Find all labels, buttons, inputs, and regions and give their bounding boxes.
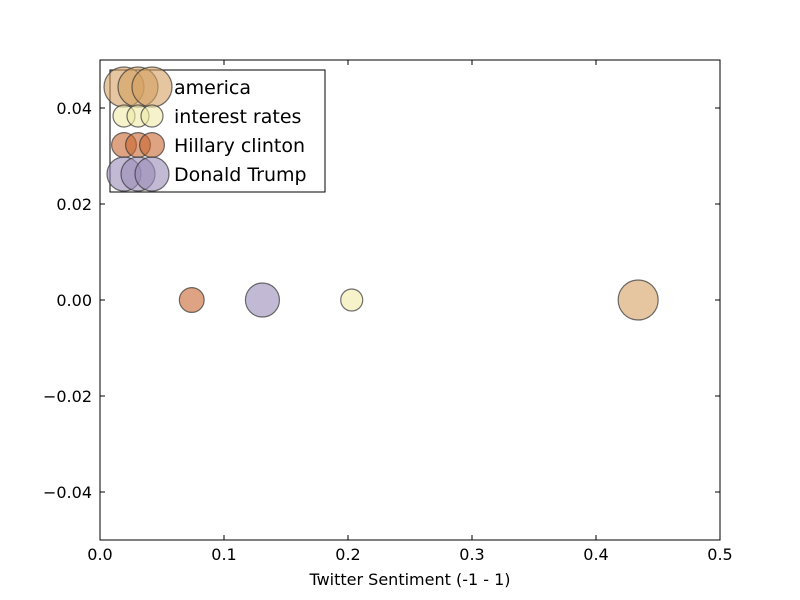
legend-label-3: Donald Trump — [174, 164, 307, 186]
legend-label-2: Hillary clinton — [174, 135, 305, 157]
point-1-0 — [340, 288, 364, 312]
y-tick-label-2: 0.00 — [56, 291, 92, 310]
legend-label-1: interest rates — [174, 106, 301, 128]
x-tick-label-4: 0.4 — [583, 545, 608, 564]
marks-layer — [178, 279, 659, 321]
x-tick-label-2: 0.2 — [335, 545, 360, 564]
x-tick-label-3: 0.3 — [459, 545, 484, 564]
x-tick-label-1: 0.1 — [211, 545, 236, 564]
legend-marker-2-2 — [139, 132, 166, 159]
x-axis-label: Twitter Sentiment (-1 - 1) — [308, 570, 510, 589]
point-0-0 — [617, 279, 659, 321]
legend-marker-1-2 — [140, 104, 164, 128]
y-tick-label-4: −0.04 — [43, 483, 92, 502]
legend-label-0: america — [174, 77, 251, 99]
axes-layer: 0.0 0.1 0.2 0.3 0.4 0.5 0.04 0.02 0.00 −0.02 −0.04 — [43, 60, 733, 564]
legend: america interest rates Hillary clinton Dona… — [103, 66, 326, 193]
legend-marker-0-2 — [131, 66, 173, 108]
point-2-0 — [178, 287, 205, 314]
point-3-0 — [244, 282, 281, 318]
y-tick-label-3: −0.02 — [43, 387, 92, 406]
legend-marker-3-2 — [134, 156, 170, 192]
y-tick-label-0: 0.04 — [56, 99, 92, 118]
x-tick-label-5: 0.5 — [707, 545, 732, 564]
y-tick-label-1: 0.02 — [56, 195, 92, 214]
x-tick-label-0: 0.0 — [87, 545, 112, 564]
